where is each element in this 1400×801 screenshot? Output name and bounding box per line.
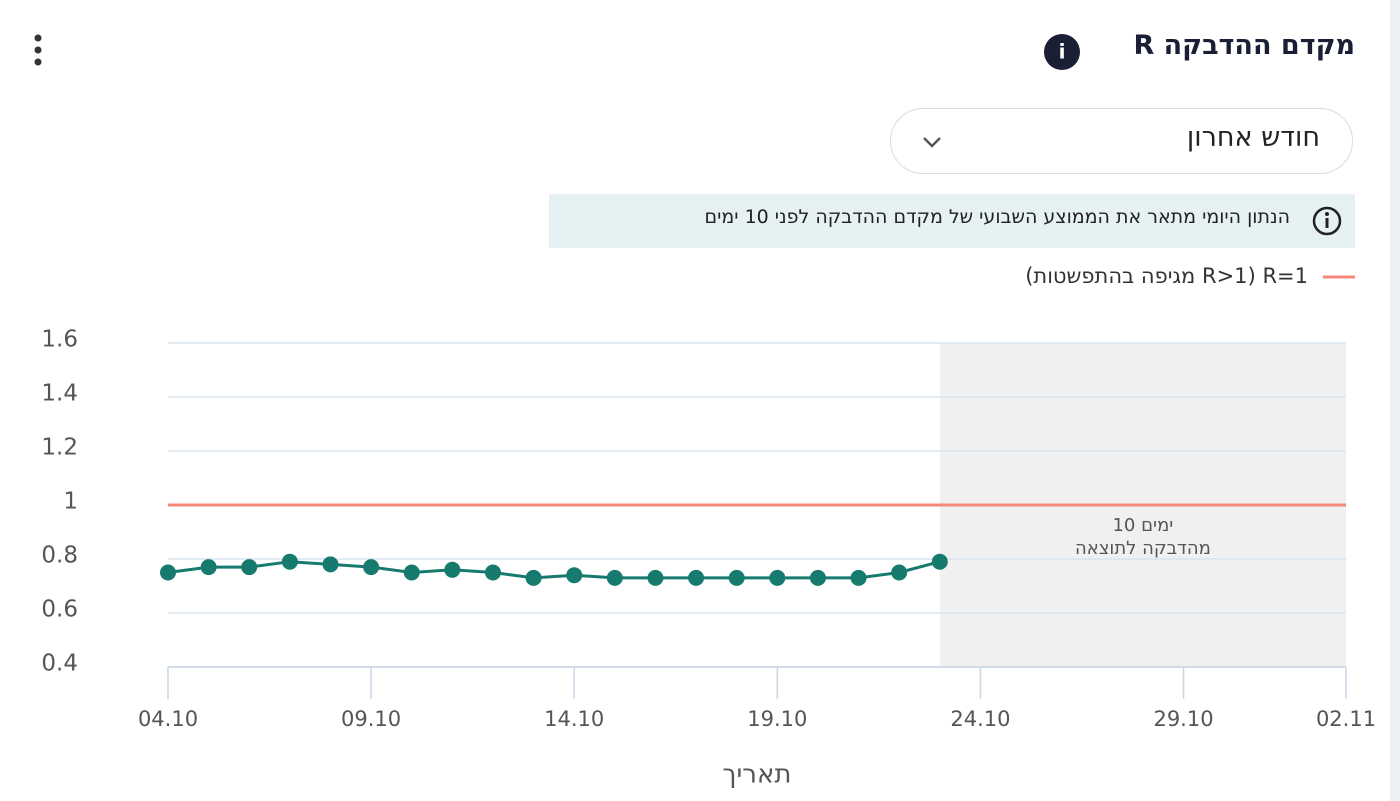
legend-label: R=1 (R>1 מגיפה בהתפשטות) xyxy=(1025,264,1308,288)
shaded-annotation: 10 ימים xyxy=(1112,515,1173,536)
data-point xyxy=(647,569,664,586)
y-tick-label: 1.4 xyxy=(41,381,78,407)
data-point xyxy=(728,569,745,586)
info-icon[interactable] xyxy=(1044,34,1080,70)
scrollbar xyxy=(1390,0,1400,801)
data-point xyxy=(525,569,542,586)
x-tick-label: 24.10 xyxy=(950,707,1010,731)
x-axis-label: תאריך xyxy=(723,760,792,790)
data-point xyxy=(891,564,908,581)
shaded-annotation: מהדבקה לתוצאה xyxy=(1075,538,1211,559)
x-tick-label: 14.10 xyxy=(544,707,604,731)
data-point xyxy=(363,559,380,576)
menu-dot[interactable] xyxy=(34,34,42,42)
x-tick-label: 09.10 xyxy=(341,707,401,731)
y-tick-label: 1 xyxy=(63,489,78,515)
period-label[interactable]: חודש אחרון xyxy=(1186,122,1320,153)
data-point xyxy=(403,564,420,581)
data-point xyxy=(688,569,705,586)
y-tick-label: 0.8 xyxy=(41,543,78,569)
chevron[interactable] xyxy=(918,130,946,154)
x-tick-label: 29.10 xyxy=(1153,707,1213,731)
note-icon xyxy=(1312,206,1342,236)
widget-title: מקדם ההדבקה R xyxy=(1133,30,1355,61)
data-point xyxy=(850,569,867,586)
y-tick-label: 1.6 xyxy=(41,327,78,353)
menu-dot[interactable] xyxy=(34,58,42,66)
data-point xyxy=(809,569,826,586)
period-dropdown[interactable] xyxy=(890,108,1353,174)
info-bar xyxy=(549,194,1355,248)
data-point xyxy=(484,564,501,581)
info-icon-glyph: i xyxy=(1059,40,1066,64)
data-point xyxy=(241,559,258,576)
data-point xyxy=(606,569,623,586)
data-point xyxy=(769,569,786,586)
data-point xyxy=(281,553,298,570)
data-point xyxy=(200,559,217,576)
data-point xyxy=(444,561,461,578)
data-point xyxy=(931,553,948,570)
data-point xyxy=(322,556,339,573)
y-tick-label: 0.4 xyxy=(41,651,78,677)
x-tick-label: 02.11 xyxy=(1316,707,1376,731)
menu-dot[interactable] xyxy=(34,46,42,54)
y-tick-label: 1.2 xyxy=(41,435,78,461)
x-tick-label: 04.10 xyxy=(138,707,198,731)
info-note: הנתון היומי מתאר את הממוצע השבועי של מקד… xyxy=(704,206,1290,228)
data-point xyxy=(160,564,176,581)
y-tick-label: 0.6 xyxy=(41,597,78,623)
data-point xyxy=(566,567,583,584)
x-tick-label: 19.10 xyxy=(747,707,807,731)
